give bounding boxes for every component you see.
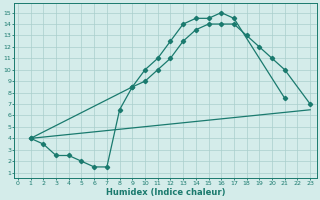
X-axis label: Humidex (Indice chaleur): Humidex (Indice chaleur) [106, 188, 225, 197]
